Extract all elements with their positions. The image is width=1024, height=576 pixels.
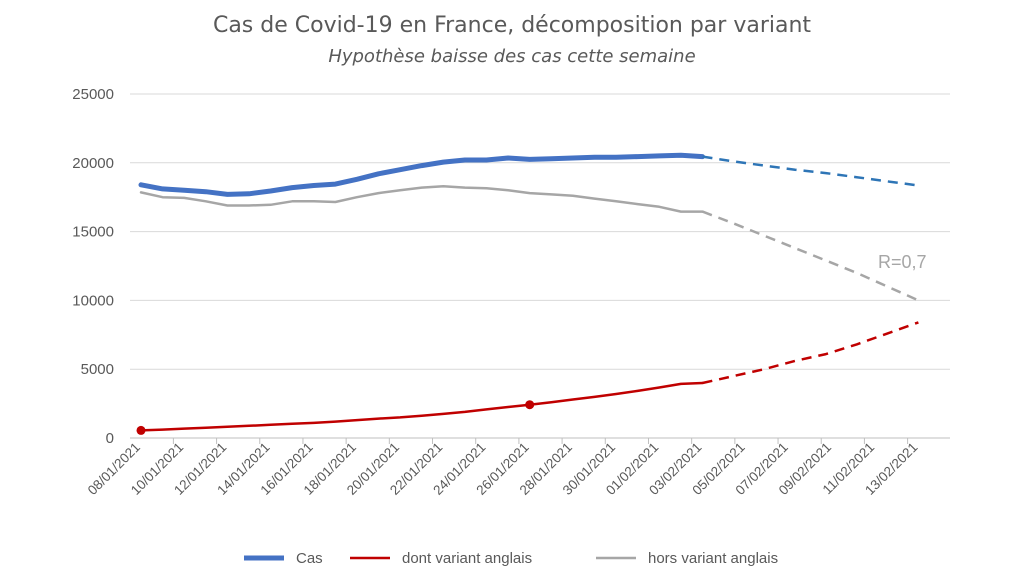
gridlines	[130, 93, 950, 439]
legend-label-cas: Cas	[296, 550, 323, 567]
marker-variant-anglais-0	[136, 425, 146, 435]
y-tick-label-3: 15000	[72, 224, 114, 241]
chart-subtitle: Hypothèse baisse des cas cette semaine	[328, 46, 695, 67]
y-tick-label-4: 20000	[72, 155, 114, 172]
x-axis-ticks: 08/01/202110/01/202112/01/202114/01/2021…	[85, 438, 921, 498]
legend-label-hors-variant: hors variant anglais	[648, 550, 778, 567]
series-line-hors-variant	[139, 184, 704, 213]
projection-line-cas	[702, 155, 919, 187]
series-line-variant-anglais	[139, 381, 704, 432]
y-tick-label-1: 5000	[81, 361, 114, 378]
r-annotation: R=0,7	[878, 252, 927, 272]
y-tick-label-2: 10000	[72, 292, 114, 309]
y-tick-label-0: 0	[106, 430, 114, 447]
legend: Cas dont variant anglais hors variant an…	[244, 550, 778, 567]
projection-line-hors-variant	[702, 210, 919, 302]
series-lines	[138, 152, 919, 432]
series-markers	[136, 400, 535, 435]
series-line-cas	[138, 152, 705, 197]
y-axis-ticks: 0 5000 10000 15000 20000 25000	[72, 86, 114, 447]
chart-title: Cas de Covid-19 en France, décomposition…	[213, 13, 811, 38]
legend-label-variant-anglais: dont variant anglais	[402, 550, 532, 567]
projection-line-variant-anglais	[702, 321, 919, 385]
y-tick-label-5: 25000	[72, 86, 114, 103]
marker-variant-anglais-1	[525, 400, 535, 410]
